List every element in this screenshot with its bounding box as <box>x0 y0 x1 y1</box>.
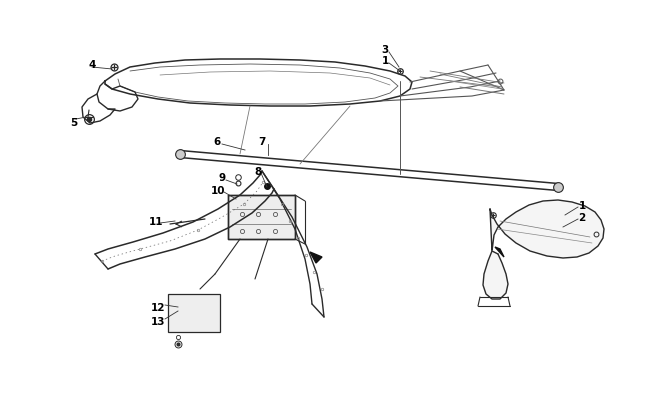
Text: 11: 11 <box>149 216 163 226</box>
Text: 13: 13 <box>151 316 165 326</box>
Text: 4: 4 <box>88 60 96 70</box>
Text: 3: 3 <box>382 45 389 55</box>
Text: 9: 9 <box>218 173 226 183</box>
Text: 6: 6 <box>213 136 220 147</box>
Text: 1: 1 <box>382 56 389 66</box>
Text: 12: 12 <box>151 302 165 312</box>
Text: 2: 2 <box>578 213 586 222</box>
Bar <box>168 294 220 332</box>
Text: 1: 1 <box>578 200 586 211</box>
Polygon shape <box>228 196 295 239</box>
Polygon shape <box>495 247 504 257</box>
Text: 7: 7 <box>258 136 266 147</box>
Polygon shape <box>490 200 604 258</box>
Text: 10: 10 <box>211 185 226 196</box>
Text: 5: 5 <box>70 118 77 128</box>
Polygon shape <box>310 252 322 263</box>
Text: 8: 8 <box>254 166 261 177</box>
Polygon shape <box>483 252 508 299</box>
